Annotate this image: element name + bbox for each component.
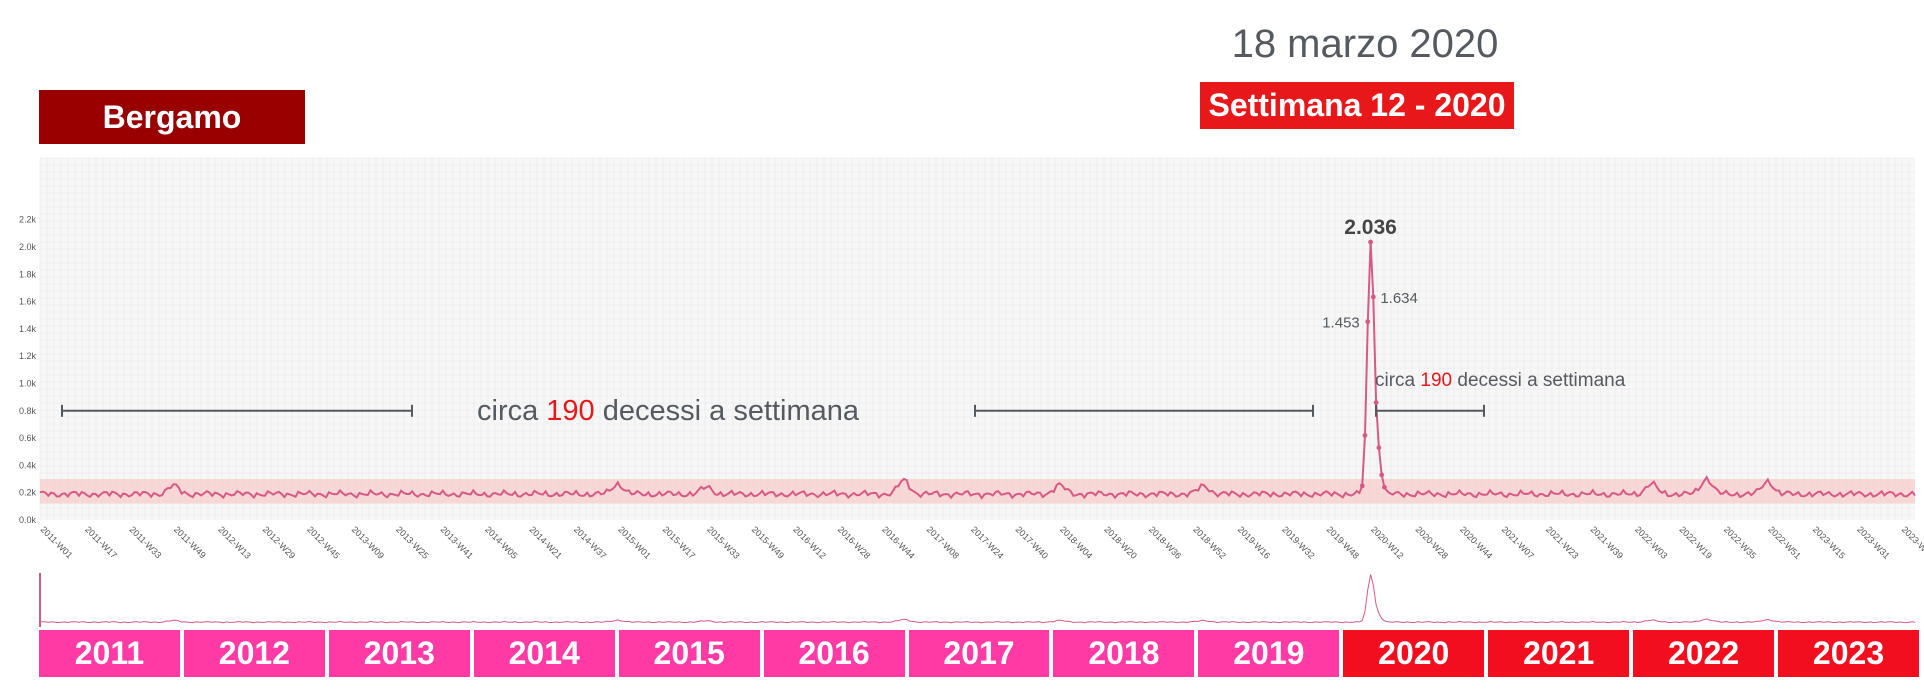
peak-point bbox=[1370, 294, 1376, 300]
x-tick-label: 2016-W12 bbox=[791, 524, 827, 560]
x-tick-label: 2012-W45 bbox=[305, 524, 341, 560]
peak-point bbox=[1373, 400, 1379, 406]
y-tick-label: 0.8k bbox=[19, 406, 37, 416]
reference-band bbox=[40, 479, 1915, 504]
x-tick-label: 2015-W49 bbox=[750, 524, 786, 560]
y-tick-label: 0.6k bbox=[19, 433, 37, 443]
y-tick-label: 0.2k bbox=[19, 488, 37, 498]
x-tick-label: 2018-W04 bbox=[1058, 524, 1094, 560]
x-tick-label: 2022-W19 bbox=[1677, 524, 1713, 560]
x-tick-label: 2022-W51 bbox=[1766, 524, 1802, 560]
x-tick-label: 2011-W49 bbox=[172, 524, 208, 560]
x-tick-label: 2013-W09 bbox=[350, 524, 386, 560]
baseline-annotation-left: circa 190 decessi a settimana bbox=[477, 395, 860, 427]
year-2012[interactable]: 2012 bbox=[183, 630, 325, 677]
year-2019[interactable]: 2019 bbox=[1198, 630, 1340, 677]
year-2014[interactable]: 2014 bbox=[473, 630, 615, 677]
x-tick-label: 2015-W33 bbox=[705, 524, 741, 560]
peak-point bbox=[1365, 319, 1371, 325]
x-tick-label: 2013-W41 bbox=[439, 524, 475, 560]
year-2018[interactable]: 2018 bbox=[1053, 630, 1195, 677]
peak-point bbox=[1359, 483, 1365, 489]
annotation-suffix: decessi a settimana bbox=[595, 395, 860, 427]
x-tick-label: 2023-W31 bbox=[1855, 524, 1891, 560]
y-tick-label: 1.8k bbox=[19, 269, 37, 279]
x-tick-label: 2014-W21 bbox=[527, 524, 563, 560]
x-tick-label: 2017-W24 bbox=[969, 524, 1005, 560]
region-badge: Bergamo bbox=[39, 90, 305, 144]
peak-label: 2.036 bbox=[1344, 216, 1397, 239]
series-line bbox=[39, 242, 1916, 500]
peak-point bbox=[1368, 239, 1373, 245]
year-2011[interactable]: 2011 bbox=[39, 630, 180, 677]
x-tick-label: 2016-W28 bbox=[836, 524, 872, 560]
x-tick-label: 2011-W33 bbox=[127, 524, 163, 560]
pre-peak-label: 1.453 bbox=[1322, 315, 1360, 332]
x-tick-label: 2015-W01 bbox=[616, 524, 652, 560]
peak-point bbox=[1379, 472, 1385, 478]
peak-point bbox=[1376, 445, 1382, 451]
x-tick-label: 2021-W07 bbox=[1500, 524, 1536, 560]
post-peak-label: 1.634 bbox=[1380, 290, 1418, 307]
y-tick-label: 1.2k bbox=[19, 351, 37, 361]
year-2013[interactable]: 2013 bbox=[328, 630, 470, 677]
x-tick-label: 2022-W35 bbox=[1722, 524, 1758, 560]
year-timeline[interactable]: 2011 2012 2013 2014 2015 2016 2017 2018 2019 2020… bbox=[39, 630, 1919, 677]
x-tick-label: 2019-W32 bbox=[1280, 524, 1316, 560]
x-tick-label: 2023-W47 bbox=[1900, 524, 1924, 560]
year-2017[interactable]: 2017 bbox=[908, 630, 1050, 677]
x-tick-label: 2017-W08 bbox=[925, 524, 961, 560]
annotation-number: 190 bbox=[1420, 370, 1452, 391]
annotation-suffix: decessi a settimana bbox=[1452, 370, 1626, 391]
x-tick-label: 2013-W25 bbox=[394, 524, 430, 560]
navigator-series-line bbox=[39, 574, 1916, 624]
annotation-prefix: circa bbox=[477, 395, 546, 427]
x-tick-label: 2020-W28 bbox=[1414, 524, 1450, 560]
x-tick-label: 2014-W37 bbox=[572, 524, 608, 560]
year-2016[interactable]: 2016 bbox=[763, 630, 905, 677]
y-tick-label: 0.0k bbox=[19, 515, 37, 525]
x-tick-label: 2016-W44 bbox=[880, 524, 916, 560]
year-2021[interactable]: 2021 bbox=[1488, 630, 1630, 677]
y-tick-label: 2.2k bbox=[19, 215, 37, 225]
x-tick-label: 2018-W52 bbox=[1191, 524, 1227, 560]
y-tick-label: 1.4k bbox=[19, 324, 37, 334]
y-tick-label: 0.4k bbox=[19, 460, 37, 470]
x-tick-label: 2021-W23 bbox=[1544, 524, 1580, 560]
date-title: 18 marzo 2020 bbox=[1231, 22, 1499, 66]
navigator-chart[interactable] bbox=[0, 565, 1924, 629]
x-tick-label: 2020-W12 bbox=[1369, 524, 1405, 560]
year-2022[interactable]: 2022 bbox=[1633, 630, 1775, 677]
plot-background bbox=[40, 158, 1915, 520]
year-2023[interactable]: 2023 bbox=[1778, 630, 1919, 677]
annotation-number: 190 bbox=[546, 395, 594, 427]
y-tick-label: 1.0k bbox=[19, 379, 37, 389]
x-tick-label: 2011-W17 bbox=[83, 524, 119, 560]
y-tick-label: 1.6k bbox=[19, 297, 37, 307]
annotation-prefix: circa bbox=[1375, 370, 1420, 391]
x-tick-label: 2019-W16 bbox=[1236, 524, 1272, 560]
x-tick-label: 2022-W03 bbox=[1633, 524, 1669, 560]
x-tick-label: 2012-W13 bbox=[216, 524, 252, 560]
x-tick-label: 2014-W05 bbox=[483, 524, 519, 560]
peak-point bbox=[1362, 432, 1368, 438]
week-badge: Settimana 12 - 2020 bbox=[1200, 82, 1514, 129]
x-tick-label: 2018-W20 bbox=[1102, 524, 1138, 560]
x-tick-label: 2019-W48 bbox=[1325, 524, 1361, 560]
y-tick-label: 2.0k bbox=[19, 242, 37, 252]
x-tick-label: 2017-W40 bbox=[1014, 524, 1050, 560]
x-tick-label: 2021-W39 bbox=[1589, 524, 1625, 560]
x-tick-label: 2011-W01 bbox=[39, 524, 75, 560]
year-2015[interactable]: 2015 bbox=[618, 630, 760, 677]
x-tick-label: 2012-W29 bbox=[261, 524, 297, 560]
baseline-annotation-right: circa 190 decessi a settimana bbox=[1375, 370, 1626, 391]
x-tick-label: 2020-W44 bbox=[1458, 524, 1494, 560]
x-tick-label: 2023-W15 bbox=[1811, 524, 1847, 560]
main-chart: 0.0k 0.2k 0.4k 0.6k 0.8k 1.0k 1.2k 1.4k 1.6k 1.8k… bbox=[19, 157, 1924, 560]
x-tick-label: 2015-W17 bbox=[661, 524, 697, 560]
peak-point bbox=[1382, 484, 1387, 490]
x-tick-label: 2018-W36 bbox=[1147, 524, 1183, 560]
year-2020[interactable]: 2020 bbox=[1343, 630, 1485, 677]
